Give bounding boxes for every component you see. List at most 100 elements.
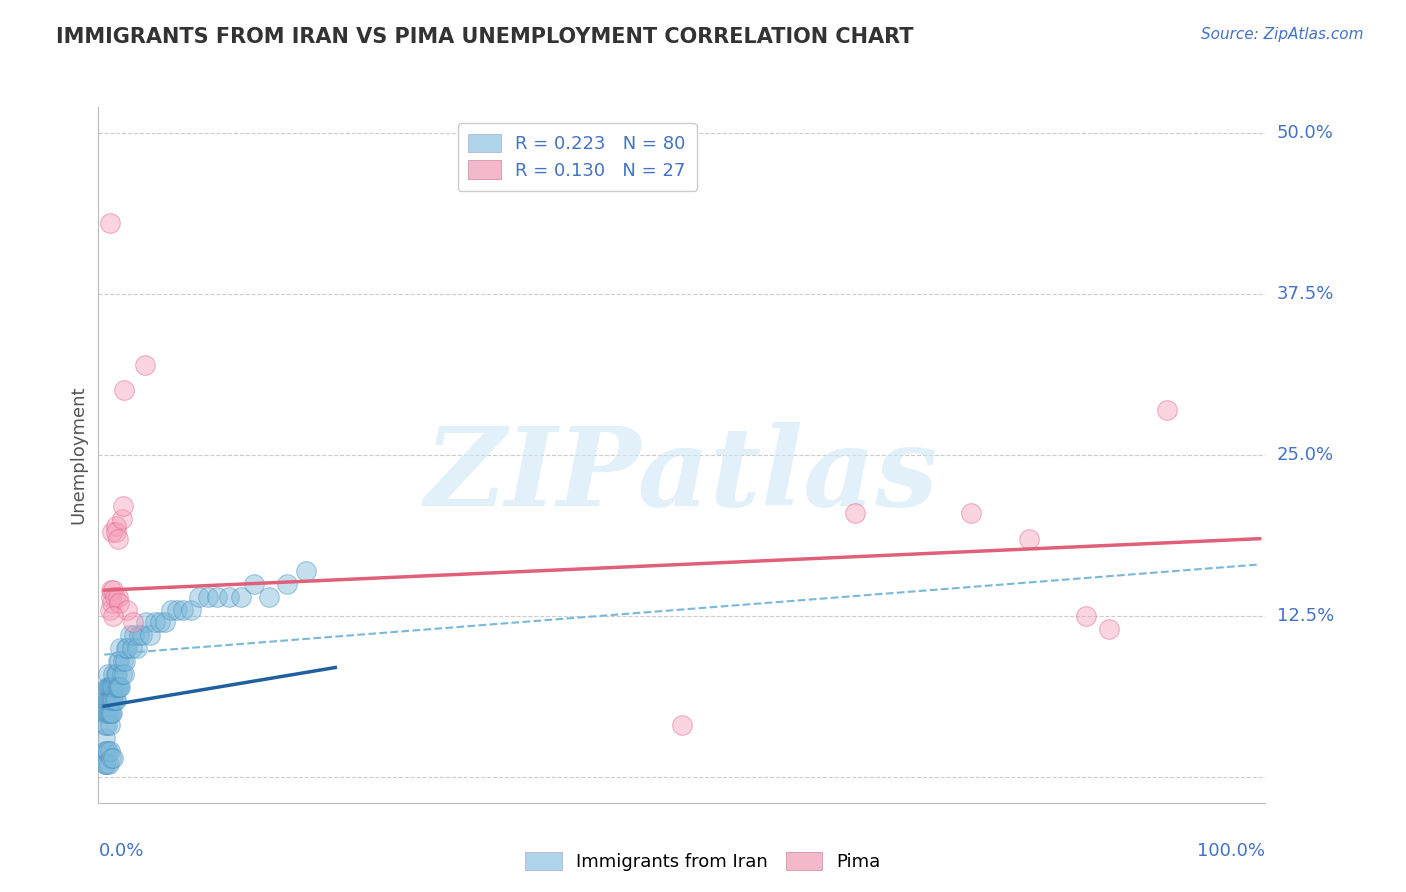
Point	[105, 680, 128, 694]
Point	[97, 667, 120, 681]
Point	[101, 692, 124, 706]
Point	[101, 706, 124, 720]
Text: 0.0%: 0.0%	[98, 842, 143, 860]
Text: 50.0%: 50.0%	[1277, 124, 1333, 142]
Point	[94, 731, 117, 746]
Point	[218, 590, 240, 604]
Point	[108, 654, 131, 668]
Point	[1098, 622, 1121, 636]
Point	[111, 654, 134, 668]
Point	[166, 602, 188, 616]
Point	[103, 750, 125, 764]
Text: 100.0%: 100.0%	[1198, 842, 1265, 860]
Point	[104, 680, 127, 694]
Point	[128, 628, 150, 642]
Point	[107, 532, 129, 546]
Text: Source: ZipAtlas.com: Source: ZipAtlas.com	[1201, 27, 1364, 42]
Point	[103, 583, 125, 598]
Point	[197, 590, 219, 604]
Point	[104, 590, 127, 604]
Point	[180, 602, 202, 616]
Point	[110, 680, 132, 694]
Point	[108, 596, 131, 610]
Point	[96, 692, 118, 706]
Point	[100, 583, 122, 598]
Point	[104, 518, 127, 533]
Point	[1156, 402, 1178, 417]
Point	[149, 615, 172, 630]
Point	[98, 744, 121, 758]
Point	[96, 757, 118, 772]
Point	[101, 525, 124, 540]
Point	[111, 500, 134, 514]
Point	[112, 667, 135, 681]
Point	[98, 602, 121, 616]
Point	[276, 576, 298, 591]
Point	[103, 667, 125, 681]
Y-axis label: Unemployment: Unemployment	[69, 385, 87, 524]
Legend: R = 0.223   N = 80, R = 0.130   N = 27: R = 0.223 N = 80, R = 0.130 N = 27	[457, 123, 696, 191]
Point	[107, 654, 129, 668]
Point	[143, 615, 166, 630]
Text: 12.5%: 12.5%	[1277, 607, 1334, 625]
Point	[134, 358, 156, 372]
Point	[187, 590, 209, 604]
Point	[108, 680, 131, 694]
Point	[229, 590, 252, 604]
Point	[100, 750, 122, 764]
Point	[207, 590, 229, 604]
Point	[97, 706, 120, 720]
Point	[671, 718, 693, 732]
Point	[94, 744, 117, 758]
Point	[98, 706, 121, 720]
Point	[97, 706, 120, 720]
Point	[122, 628, 145, 642]
Point	[122, 615, 145, 630]
Point	[103, 692, 125, 706]
Point	[110, 512, 132, 526]
Point	[98, 692, 121, 706]
Point	[104, 692, 127, 706]
Point	[98, 718, 121, 732]
Point	[98, 216, 121, 230]
Point	[243, 576, 266, 591]
Point	[131, 628, 153, 642]
Point	[97, 692, 120, 706]
Point	[110, 641, 132, 656]
Text: ZIPatlas: ZIPatlas	[425, 422, 939, 530]
Point	[101, 680, 124, 694]
Point	[114, 654, 136, 668]
Text: IMMIGRANTS FROM IRAN VS PIMA UNEMPLOYMENT CORRELATION CHART: IMMIGRANTS FROM IRAN VS PIMA UNEMPLOYMEN…	[56, 27, 914, 46]
Point	[100, 590, 122, 604]
Point	[105, 667, 128, 681]
Point	[96, 706, 118, 720]
Point	[96, 680, 118, 694]
Point	[118, 628, 141, 642]
Point	[103, 680, 125, 694]
Point	[107, 680, 129, 694]
Point	[97, 680, 120, 694]
Point	[1076, 609, 1098, 624]
Point	[135, 615, 157, 630]
Point	[121, 641, 143, 656]
Point	[112, 384, 135, 398]
Text: 25.0%: 25.0%	[1277, 446, 1334, 464]
Point	[115, 641, 138, 656]
Point	[97, 680, 120, 694]
Text: 37.5%: 37.5%	[1277, 285, 1334, 303]
Point	[160, 602, 183, 616]
Point	[96, 744, 118, 758]
Point	[94, 757, 117, 772]
Point	[117, 602, 139, 616]
Point	[97, 757, 120, 772]
Point	[125, 641, 148, 656]
Point	[104, 692, 127, 706]
Point	[110, 667, 132, 681]
Point	[155, 615, 177, 630]
Point	[100, 706, 122, 720]
Point	[100, 692, 122, 706]
Point	[101, 596, 124, 610]
Point	[97, 692, 120, 706]
Point	[98, 680, 121, 694]
Point	[139, 628, 162, 642]
